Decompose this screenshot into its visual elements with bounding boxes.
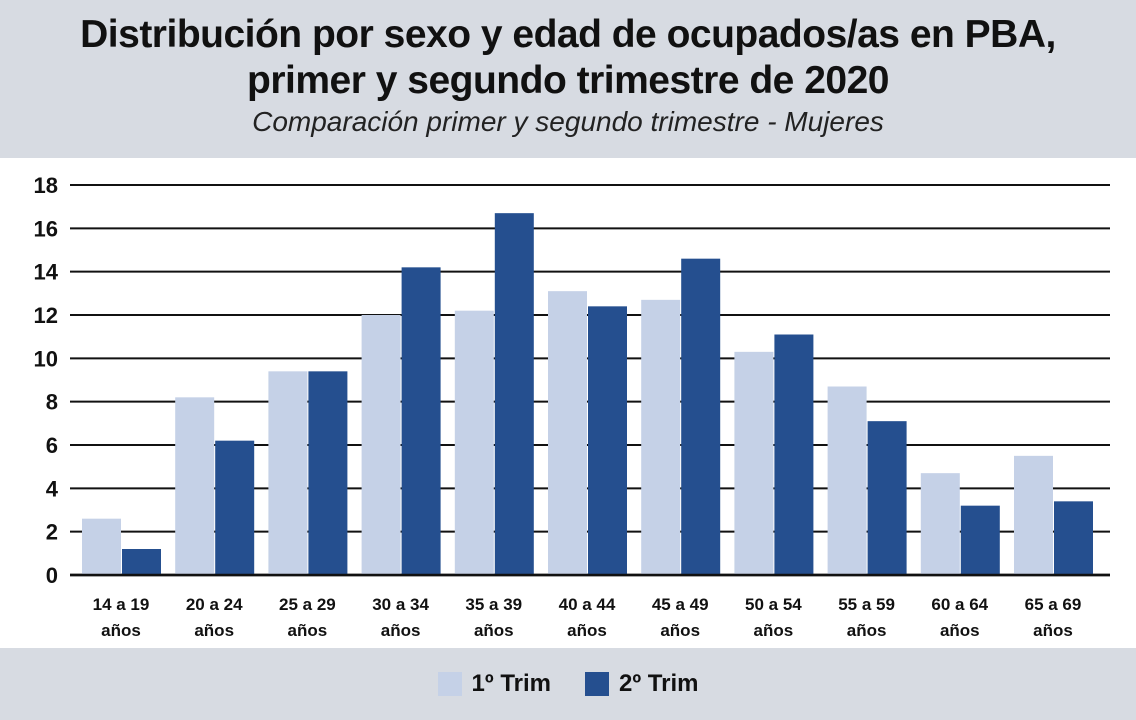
y-tick-label: 10	[34, 346, 58, 371]
legend-item-1-trim: 1º Trim	[437, 670, 551, 698]
x-tick-label: 14 a 19	[93, 595, 150, 614]
x-tick-label: años	[474, 621, 514, 640]
y-tick-label: 16	[34, 216, 58, 241]
legend-swatch-2-trim	[585, 672, 609, 696]
bar-2-trim-35-a-39	[494, 213, 534, 575]
bar-2-trim-65-a-69	[1054, 501, 1093, 575]
x-tick-label: 35 a 39	[465, 595, 522, 614]
bar-2-trim-25-a-29	[308, 371, 348, 575]
x-tick-label: años	[847, 621, 887, 640]
x-tick-label: años	[1033, 621, 1073, 640]
x-tick-label: 20 a 24	[186, 595, 243, 614]
y-tick-label: 0	[46, 563, 58, 588]
legend: 1º Trim 2º Trim	[0, 648, 1136, 720]
chart-title: Distribución por sexo y edad de ocupados…	[80, 13, 1056, 102]
bar-2-trim-55-a-59	[867, 421, 907, 575]
bar-2-trim-60-a-64	[960, 505, 1000, 575]
bar-1-trim-25-a-29	[268, 371, 308, 575]
legend-item-2-trim: 2º Trim	[585, 670, 698, 698]
x-tick-label: 65 a 69	[1025, 595, 1082, 614]
x-tick-label: años	[101, 621, 141, 640]
bar-1-trim-45-a-49	[641, 299, 681, 575]
x-tick-label: 30 a 34	[372, 595, 429, 614]
x-tick-label: 50 a 54	[745, 595, 802, 614]
bar-1-trim-30-a-34	[361, 315, 401, 575]
legend-bar: 1º Trim 2º Trim	[0, 648, 1136, 720]
bar-1-trim-50-a-54	[734, 351, 774, 575]
chart-area: 0 2 4 6 8 10 12 14 16 18 14 a 19 años 20 a 24 años 25 …	[0, 158, 1136, 648]
bar-chart: 0 2 4 6 8 10 12 14 16 18 14 a 19 años 20 a 24 años 25 …	[34, 173, 1110, 640]
y-tick-label: 18	[34, 173, 58, 198]
legend-label-2-trim: 2º Trim	[619, 670, 699, 697]
x-tick-label: años	[194, 621, 234, 640]
x-tick-label: años	[754, 621, 794, 640]
x-tick-label: 45 a 49	[652, 595, 709, 614]
bar-1-trim-20-a-24	[175, 397, 215, 575]
bar-2-trim-30-a-34	[401, 267, 441, 575]
x-tick-label: años	[660, 621, 700, 640]
legend-label-1-trim: 1º Trim	[471, 670, 551, 697]
x-tick-label: 60 a 64	[931, 595, 988, 614]
chart-subtitle: Comparación primer y segundo trimestre -…	[252, 106, 884, 137]
y-tick-label: 14	[34, 260, 59, 285]
legend-swatch-1-trim	[437, 672, 462, 696]
bar-1-trim-14-a-19	[82, 518, 121, 575]
y-tick-label: 12	[34, 303, 58, 328]
x-tick-label: 25 a 29	[279, 595, 336, 614]
bar-1-trim-55-a-59	[827, 386, 867, 575]
x-tick-label: años	[288, 621, 328, 640]
x-tick-label: 40 a 44	[559, 595, 616, 614]
bar-2-trim-40-a-44	[588, 306, 627, 575]
bar-1-trim-35-a-39	[454, 310, 494, 575]
bar-2-trim-45-a-49	[681, 258, 721, 575]
y-tick-label: 4	[46, 476, 59, 501]
y-tick-label: 2	[46, 520, 58, 545]
bar-2-trim-14-a-19	[122, 549, 161, 575]
bar-1-trim-65-a-69	[1014, 455, 1053, 575]
x-tick-label: años	[381, 621, 421, 640]
y-tick-label: 6	[46, 433, 58, 458]
bar-1-trim-60-a-64	[920, 473, 960, 575]
x-tick-label: años	[940, 621, 980, 640]
chart-header: Distribución por sexo y edad de ocupados…	[0, 0, 1136, 158]
bar-1-trim-40-a-44	[548, 291, 587, 575]
y-tick-label: 8	[46, 390, 58, 415]
x-tick-label: años	[567, 621, 607, 640]
bar-2-trim-20-a-24	[215, 440, 255, 575]
x-tick-label: 55 a 59	[838, 595, 895, 614]
bar-2-trim-50-a-54	[774, 334, 814, 575]
